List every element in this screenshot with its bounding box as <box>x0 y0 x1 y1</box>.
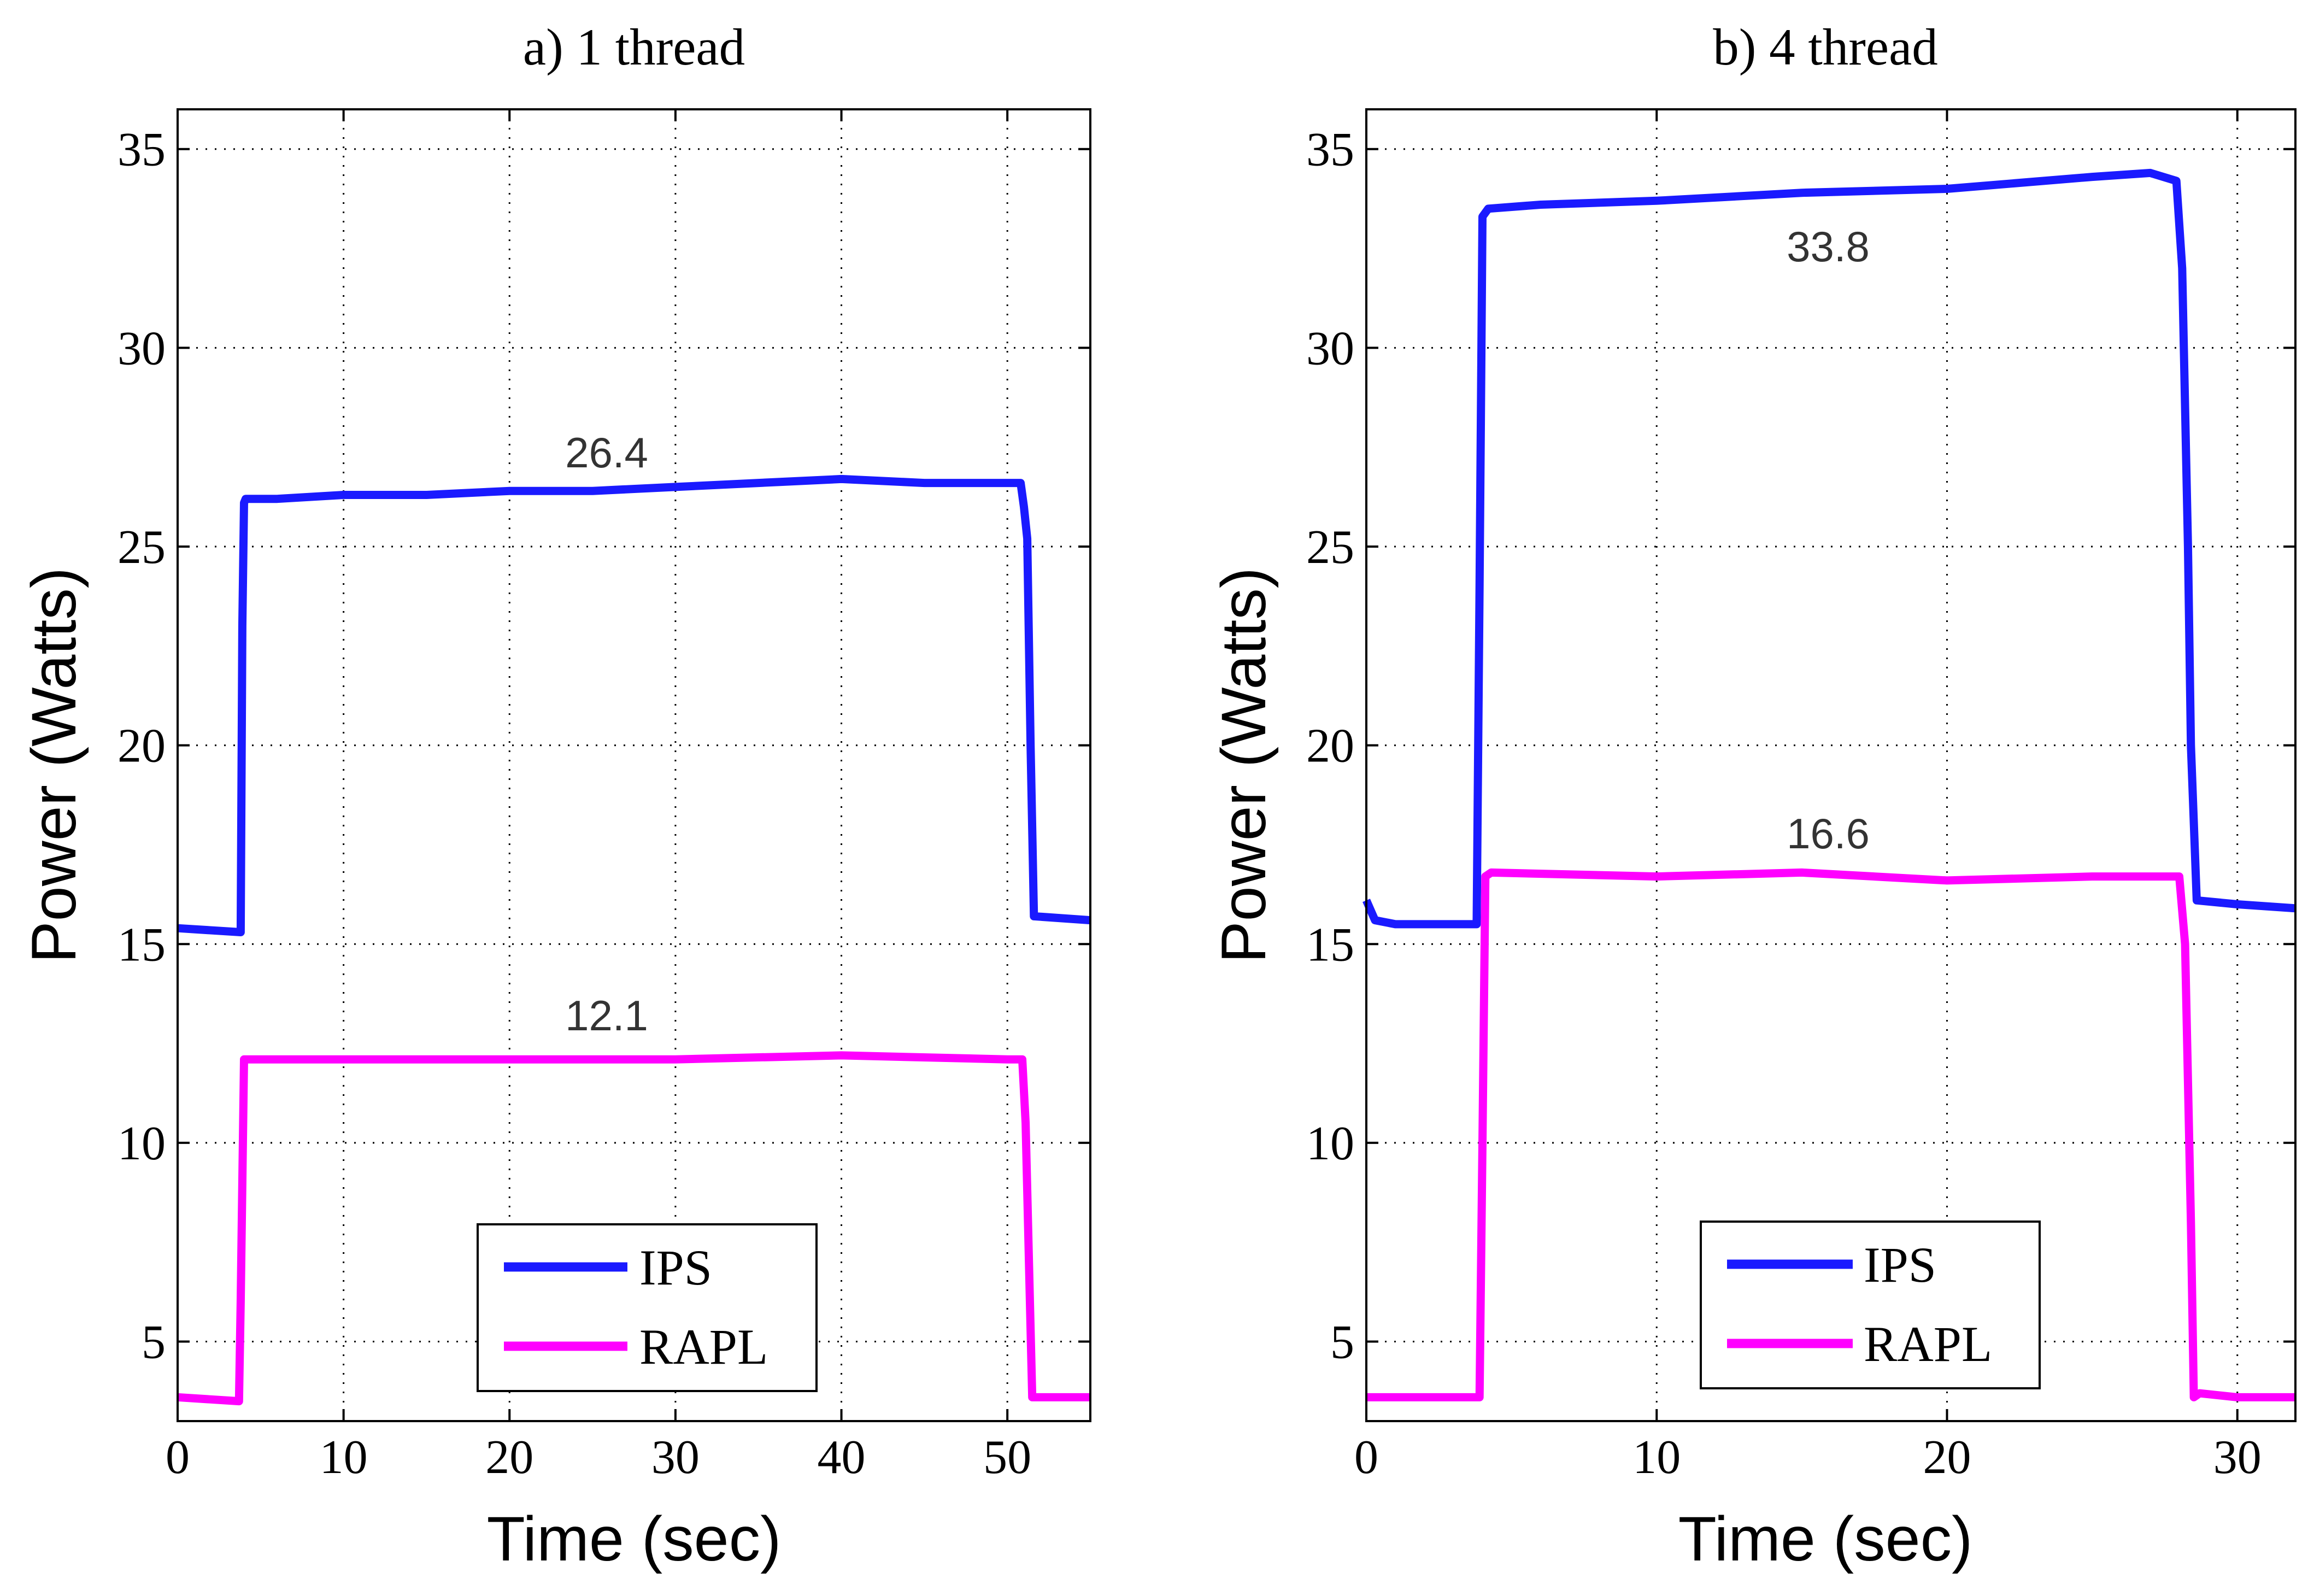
y-tick-label: 15 <box>118 918 166 971</box>
ips-average-annotation: 26.4 <box>565 429 648 477</box>
x-tick-label: 0 <box>166 1431 190 1484</box>
x-axis-label: Time (sec) <box>487 1504 782 1574</box>
y-tick-label: 35 <box>118 124 166 177</box>
chart-title: b) 4 thread <box>1713 18 1938 76</box>
legend-label-rapl: RAPL <box>1864 1316 1992 1372</box>
y-axis-label: Power (Watts) <box>1209 567 1279 963</box>
y-tick-label: 5 <box>142 1316 166 1369</box>
y-tick-label: 20 <box>1306 720 1354 773</box>
legend-label-rapl: RAPL <box>639 1319 768 1375</box>
y-tick-label: 10 <box>1306 1117 1354 1170</box>
y-tick-label: 5 <box>1330 1316 1354 1369</box>
series-line-ips <box>177 474 1091 936</box>
legend[interactable]: IPS RAPL <box>477 1223 818 1392</box>
tick-labels: 0 10 20 30 40 50 5 10 15 20 25 30 35 <box>118 124 1031 1484</box>
x-tick-label: 20 <box>1923 1431 1971 1484</box>
y-tick-label: 15 <box>1306 918 1354 971</box>
x-tick-label: 0 <box>1354 1431 1378 1484</box>
series-layer <box>1362 168 2296 1401</box>
chart-panel-1-thread: 0 10 20 30 40 50 5 10 15 20 25 30 35 a) 1 thread Tim… <box>19 18 1091 1574</box>
y-axis-label: Power (Watts) <box>19 567 89 963</box>
x-tick-label: 30 <box>651 1431 700 1484</box>
legend-label-ips: IPS <box>639 1240 712 1295</box>
x-tick-label: 50 <box>983 1431 1031 1484</box>
series-line-rapl <box>177 1051 1090 1406</box>
rapl-average-annotation: 12.1 <box>565 991 648 1040</box>
x-tick-label: 40 <box>818 1431 866 1484</box>
plot-frame <box>1365 108 2297 1422</box>
series-line-ips <box>1362 168 2296 929</box>
legend[interactable]: IPS RAPL <box>1700 1221 2041 1389</box>
x-tick-label: 30 <box>2213 1431 2262 1484</box>
x-tick-label: 10 <box>1632 1431 1681 1484</box>
chart-title: a) 1 thread <box>523 18 745 76</box>
y-tick-label: 25 <box>118 521 166 574</box>
chart-panel-4-thread: 0 10 20 30 5 10 15 20 25 30 35 b) 4 thread Time (s… <box>1209 18 2297 1574</box>
x-tick-label: 10 <box>320 1431 368 1484</box>
series-layer <box>177 474 1091 1406</box>
x-tick-label: 20 <box>485 1431 533 1484</box>
legend-box <box>1700 1221 2041 1389</box>
ticks <box>1365 109 2295 1421</box>
x-axis-label: Time (sec) <box>1678 1504 1973 1574</box>
ticks <box>177 109 1090 1421</box>
tick-labels: 0 10 20 30 5 10 15 20 25 30 35 <box>1306 124 2262 1484</box>
y-tick-label: 10 <box>118 1117 166 1170</box>
plot-frame <box>177 108 1091 1422</box>
y-tick-label: 25 <box>1306 521 1354 574</box>
series-line-rapl <box>1366 868 2295 1401</box>
legend-box <box>477 1223 818 1392</box>
y-tick-label: 30 <box>118 322 166 375</box>
legend-label-ips: IPS <box>1864 1237 1936 1293</box>
ips-average-annotation: 33.8 <box>1787 222 1870 271</box>
y-tick-label: 30 <box>1306 322 1354 375</box>
rapl-average-annotation: 16.6 <box>1787 809 1870 858</box>
y-tick-label: 20 <box>118 720 166 773</box>
y-tick-label: 35 <box>1306 124 1354 177</box>
